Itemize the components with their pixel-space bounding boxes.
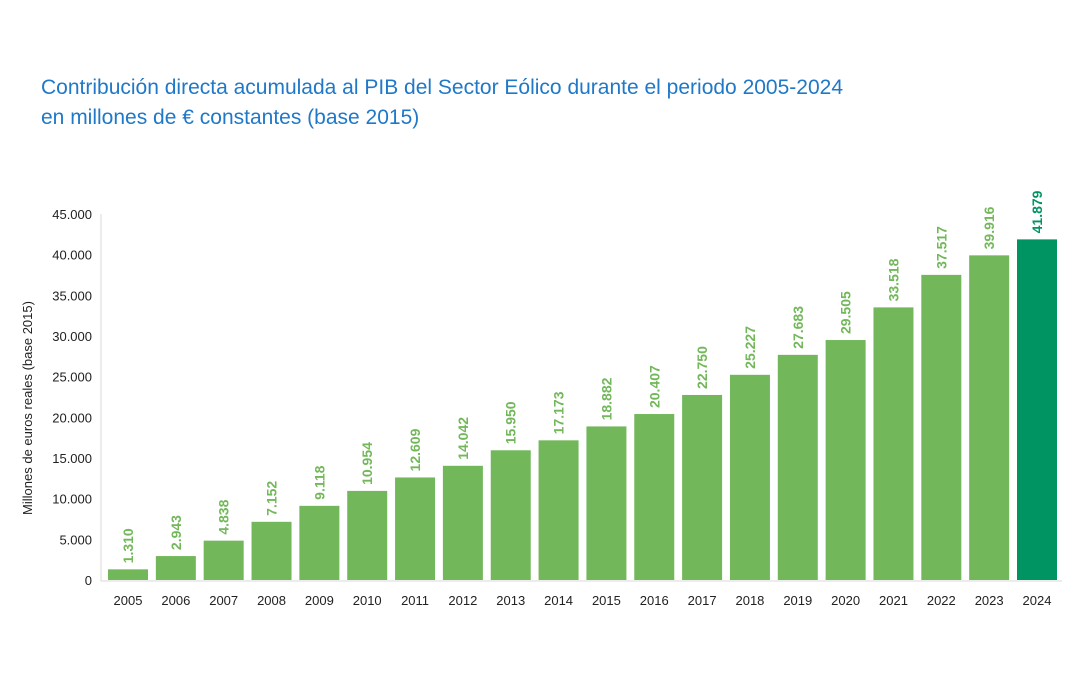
value-label-2015: 18.882 [598, 377, 614, 420]
value-label-2017: 22.750 [694, 346, 710, 389]
x-tick-label: 2007 [209, 593, 238, 608]
x-tick-label: 2005 [114, 593, 143, 608]
x-tick-label: 2006 [161, 593, 190, 608]
value-label-2022: 37.517 [933, 226, 949, 269]
x-tick-label: 2013 [496, 593, 525, 608]
y-tick-label: 45.000 [52, 207, 92, 222]
bar-2022 [921, 274, 962, 580]
x-tick-label: 2023 [975, 593, 1004, 608]
x-tick-label: 2022 [927, 593, 956, 608]
value-label-2019: 27.683 [790, 306, 806, 349]
bar-2008 [251, 521, 292, 580]
bar-2011 [395, 477, 436, 580]
bar-2019 [777, 354, 818, 580]
value-label-2011: 12.609 [407, 428, 423, 471]
chart-title: Contribución directa acumulada al PIB de… [41, 76, 843, 99]
x-tick-label: 2017 [688, 593, 717, 608]
value-label-2021: 33.518 [885, 258, 901, 301]
bar-2005 [108, 569, 148, 580]
bar-2014 [538, 440, 579, 580]
bar-2006 [155, 556, 196, 580]
bar-2012 [442, 465, 483, 580]
x-tick-label: 2020 [831, 593, 860, 608]
bar-2023 [969, 255, 1010, 581]
value-label-2020: 29.505 [838, 291, 854, 334]
x-tick-label: 2014 [544, 593, 573, 608]
bar-2024 [1017, 239, 1057, 580]
y-tick-label: 10.000 [52, 492, 92, 507]
value-label-2014: 17.173 [551, 391, 567, 434]
y-tick-label: 35.000 [52, 288, 92, 303]
y-tick-label: 0 [85, 573, 92, 588]
y-tick-label: 25.000 [52, 370, 92, 385]
x-tick-label: 2018 [735, 593, 764, 608]
x-tick-label: 2016 [640, 593, 669, 608]
bar-2021 [873, 307, 914, 580]
x-tick-label: 2015 [592, 593, 621, 608]
bar-2015 [586, 426, 627, 580]
y-tick-label: 5.000 [59, 532, 92, 547]
value-label-2007: 4.838 [216, 499, 232, 534]
x-tick-label: 2009 [305, 593, 334, 608]
y-tick-label: 15.000 [52, 451, 92, 466]
bar-2013 [490, 450, 531, 580]
value-label-2024: 41.879 [1029, 190, 1045, 233]
y-axis-label: Millones de euros reales (base 2015) [20, 301, 35, 515]
bar-2018 [729, 374, 770, 580]
bar-2010 [347, 490, 388, 580]
x-tick-label: 2024 [1023, 593, 1052, 608]
value-label-2023: 39.916 [981, 206, 997, 249]
x-tick-label: 2012 [448, 593, 477, 608]
bar-2007 [203, 540, 244, 580]
bar-2016 [634, 414, 675, 580]
bar-2017 [682, 394, 723, 580]
bar-2020 [825, 340, 866, 580]
y-tick-label: 20.000 [52, 410, 92, 425]
value-label-2012: 14.042 [455, 417, 471, 460]
value-label-2013: 15.950 [503, 401, 519, 444]
value-label-2010: 10.954 [359, 442, 375, 485]
value-label-2009: 9.118 [311, 465, 327, 499]
value-label-2006: 2.943 [168, 515, 184, 550]
value-label-2008: 7.152 [264, 481, 280, 516]
y-tick-label: 40.000 [52, 248, 92, 263]
x-tick-label: 2021 [879, 593, 908, 608]
y-tick-label: 30.000 [52, 329, 92, 344]
value-label-2016: 20.407 [646, 365, 662, 408]
value-label-2005: 1.310 [120, 528, 136, 563]
x-tick-label: 2019 [783, 593, 812, 608]
x-tick-label: 2011 [401, 593, 429, 608]
x-tick-label: 2010 [353, 593, 382, 608]
value-label-2018: 25.227 [742, 326, 758, 369]
x-tick-label: 2008 [257, 593, 286, 608]
chart-subtitle: en millones de € constantes (base 2015) [41, 106, 420, 129]
bar-2009 [299, 505, 340, 580]
